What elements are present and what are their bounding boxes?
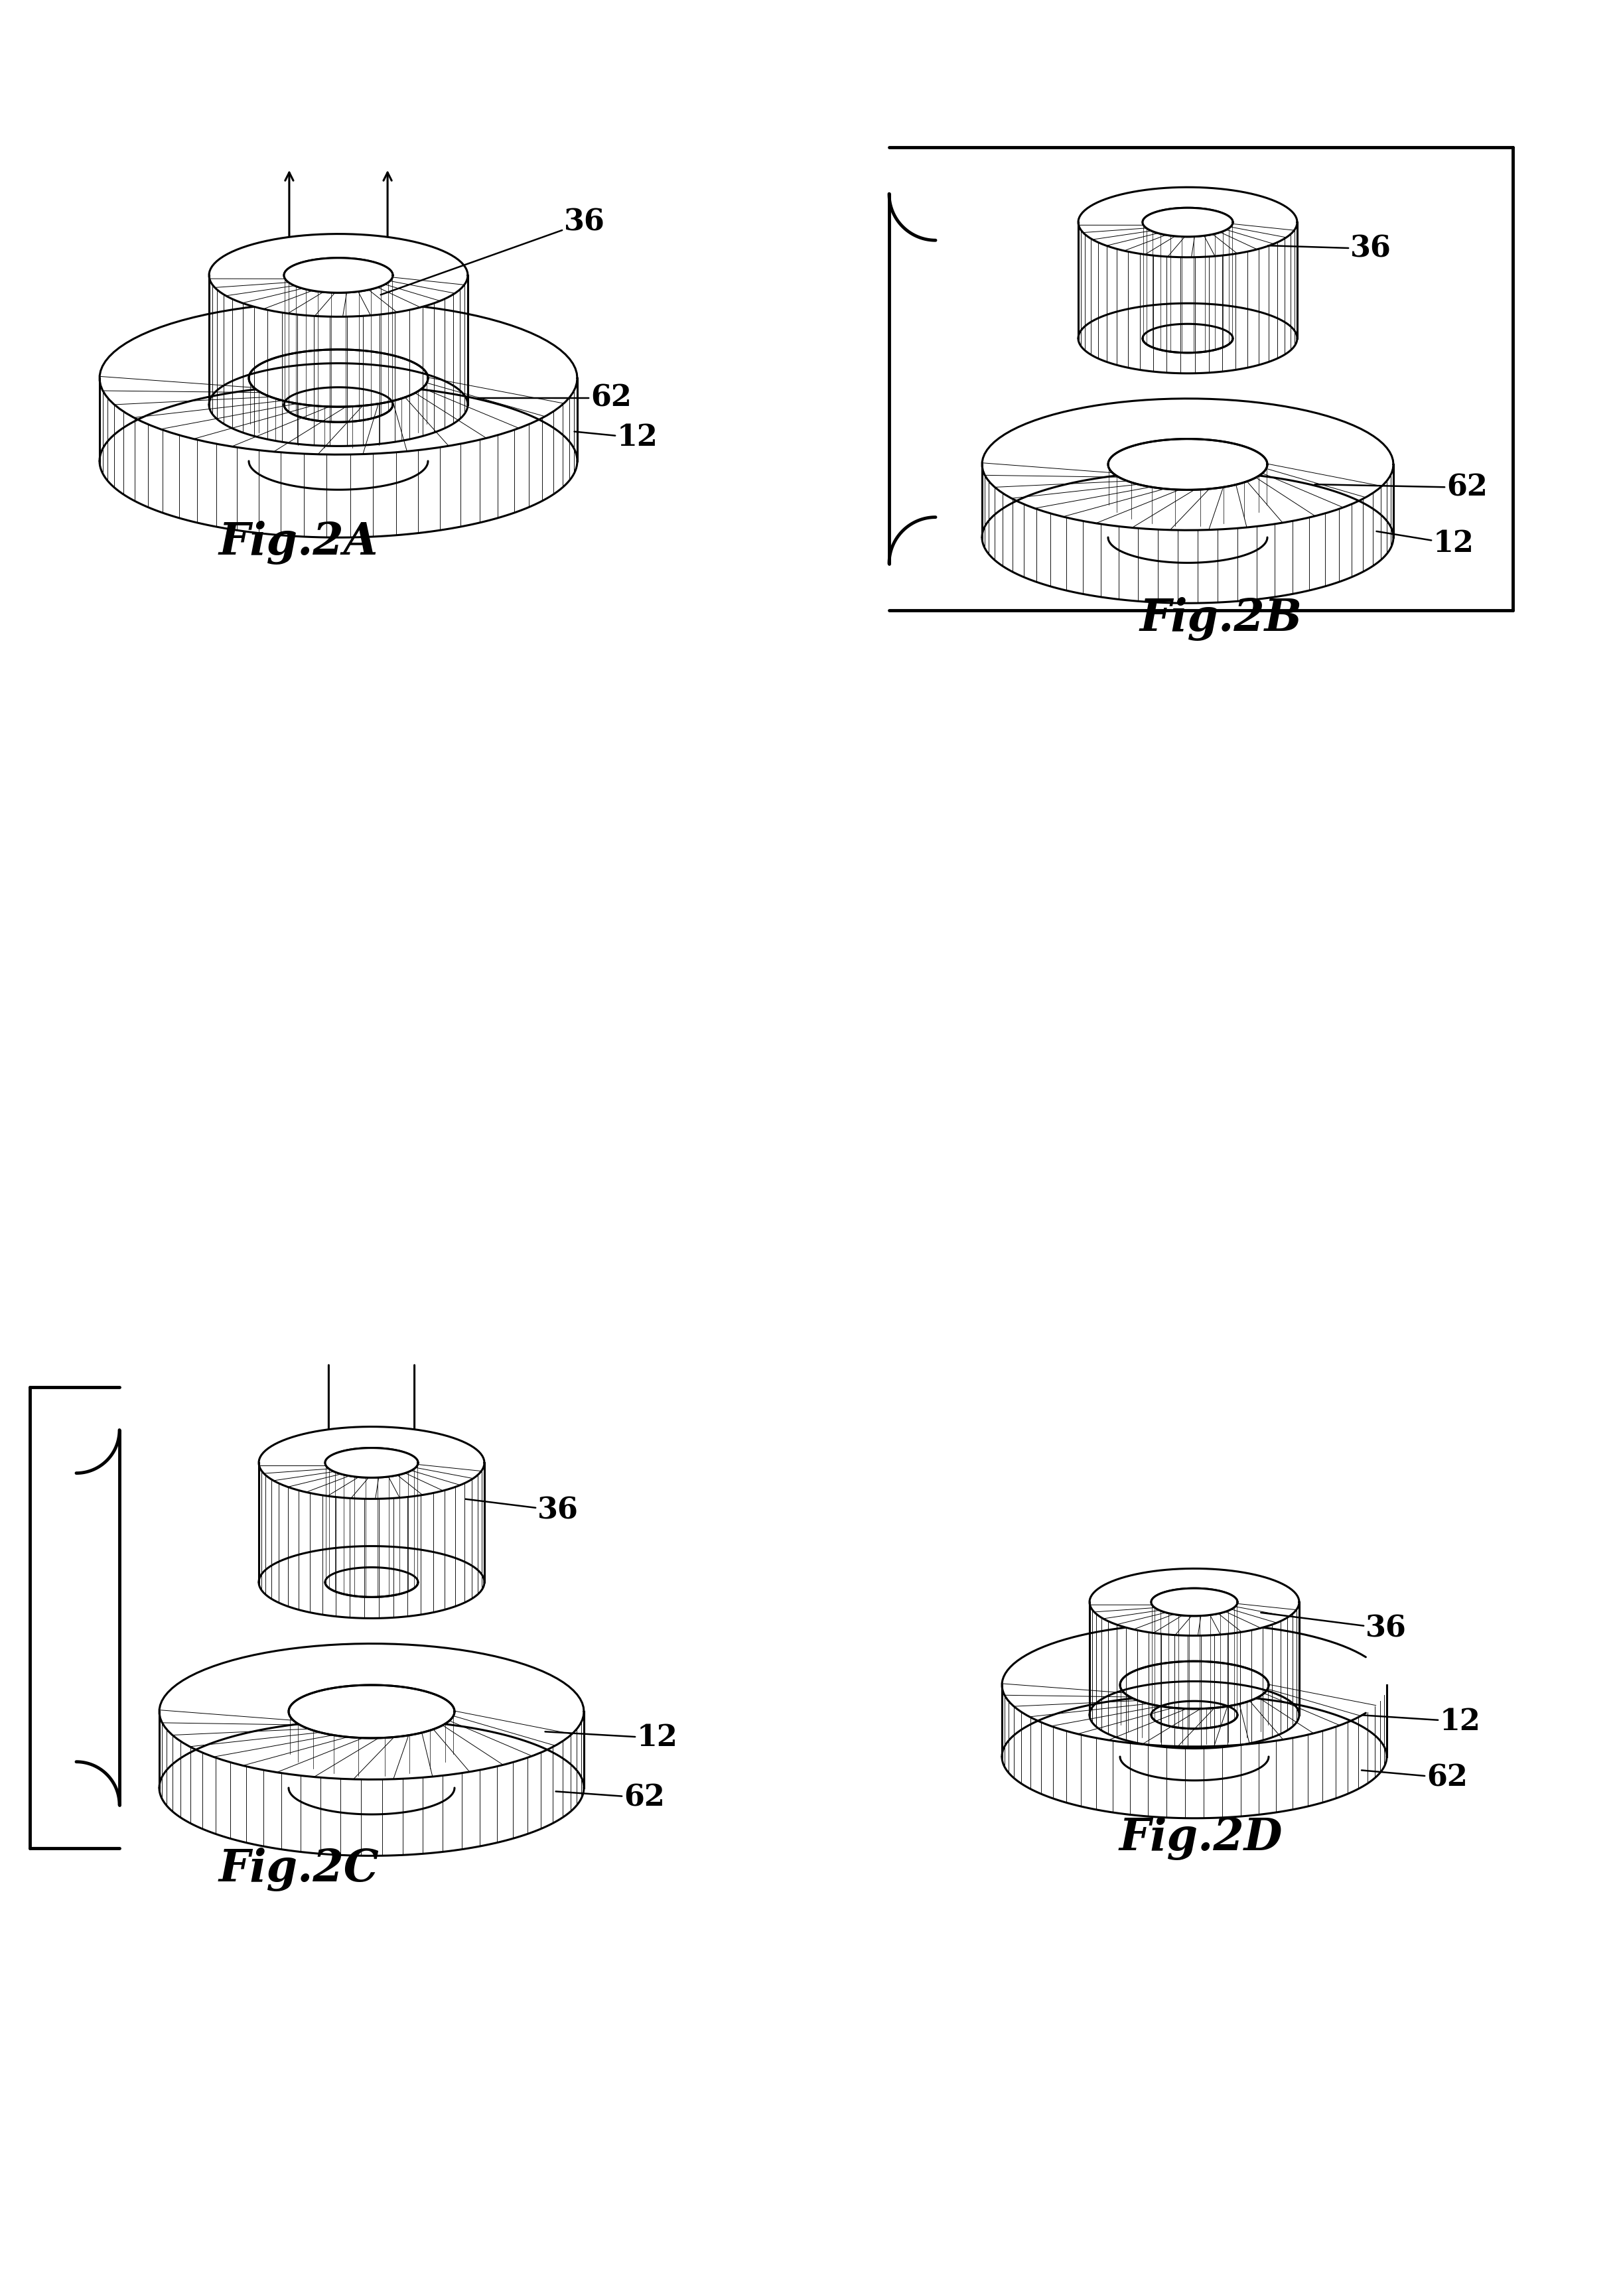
Polygon shape (325, 1449, 419, 1479)
Text: 62: 62 (1362, 1763, 1468, 1793)
Text: 36: 36 (1268, 234, 1391, 264)
Polygon shape (1090, 1568, 1298, 1635)
Polygon shape (158, 1644, 584, 1779)
Text: 62: 62 (556, 1784, 665, 1812)
Text: Fig.2D: Fig.2D (1119, 1816, 1282, 1860)
Polygon shape (1143, 209, 1232, 236)
Polygon shape (1003, 1623, 1387, 1747)
Text: Fig.2C: Fig.2C (218, 1848, 378, 1892)
Polygon shape (1121, 1662, 1269, 1708)
Polygon shape (249, 349, 429, 406)
Polygon shape (209, 234, 467, 317)
Polygon shape (1079, 188, 1297, 257)
Polygon shape (982, 400, 1394, 530)
Text: 36: 36 (466, 1497, 579, 1525)
Text: Fig.2A: Fig.2A (218, 521, 378, 565)
Polygon shape (100, 301, 577, 455)
Polygon shape (285, 257, 393, 292)
Text: 12: 12 (545, 1724, 678, 1752)
Text: 36: 36 (1261, 1612, 1407, 1644)
Polygon shape (288, 1685, 454, 1738)
Polygon shape (1108, 439, 1268, 489)
Text: 36: 36 (380, 209, 605, 294)
Text: 12: 12 (1376, 530, 1475, 558)
Text: 62: 62 (1315, 473, 1488, 503)
Text: 12: 12 (1362, 1708, 1481, 1736)
Text: Fig.2B: Fig.2B (1140, 597, 1302, 641)
Text: 62: 62 (479, 383, 632, 413)
Text: 12: 12 (574, 422, 658, 452)
Polygon shape (1151, 1589, 1237, 1616)
Polygon shape (259, 1426, 485, 1499)
